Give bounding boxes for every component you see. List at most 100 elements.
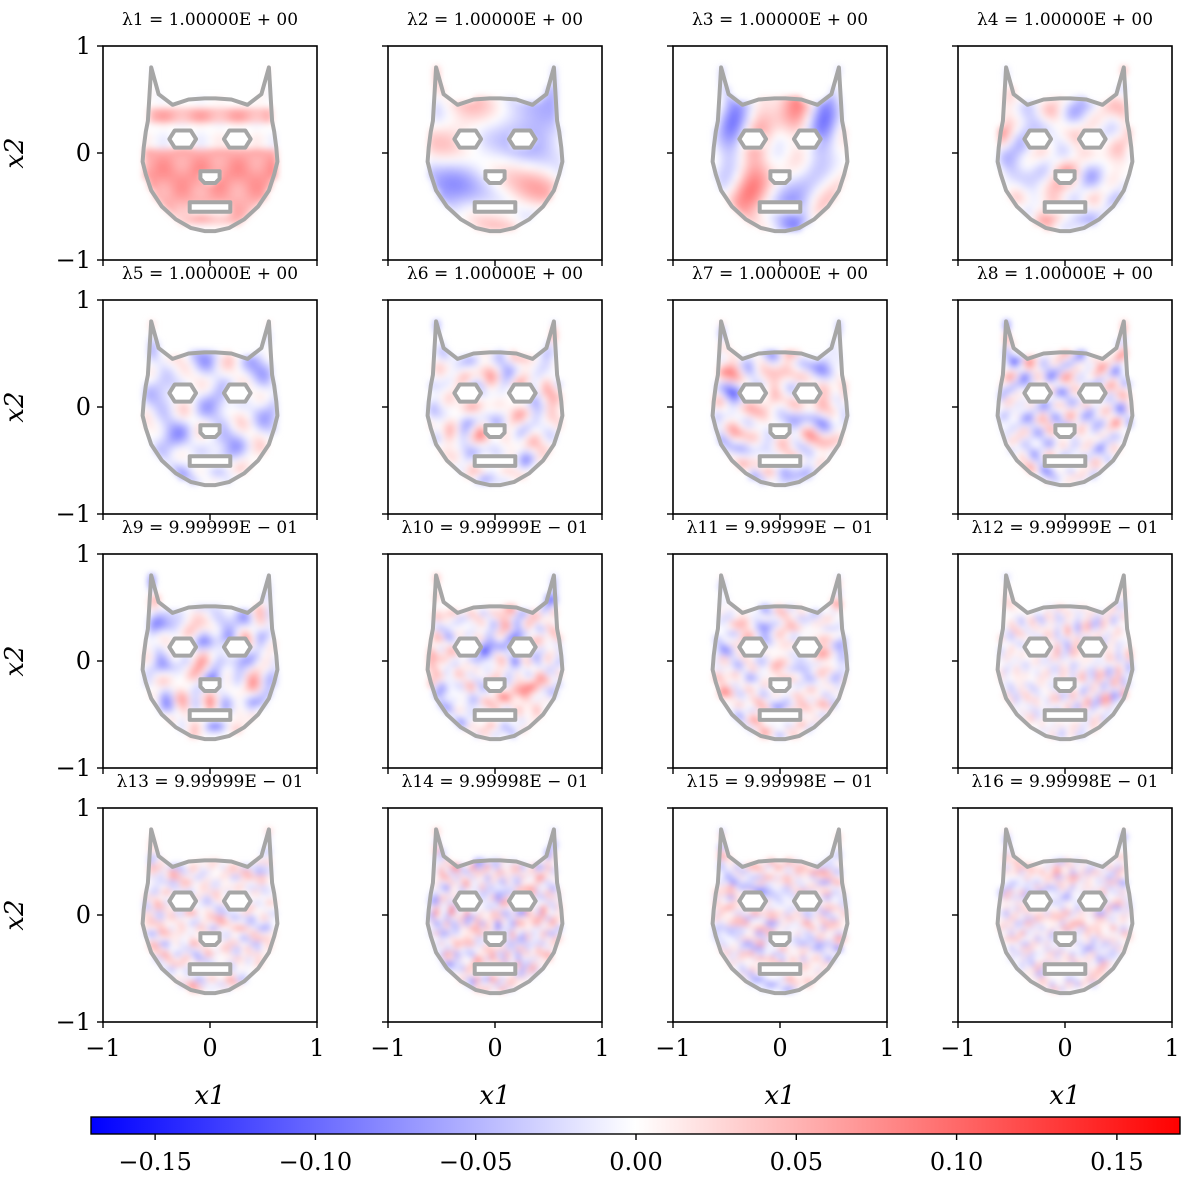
panel-7: λ7 = 1.00000E + 00 [667, 264, 888, 520]
panel-title: λ7 = 1.00000E + 00 [692, 264, 868, 284]
x-tick-label: 0 [1057, 1034, 1072, 1062]
y-tick-label: −1 [56, 1008, 91, 1036]
colorbar: −0.15 −0.10 −0.05 0.00 0.05 0.10 0.15 [90, 1116, 1181, 1176]
mouth-outline [187, 708, 233, 722]
mouth-outline [1042, 708, 1088, 722]
colorbar-gradient [90, 1116, 1181, 1135]
panel-title: λ8 = 1.00000E + 00 [977, 264, 1153, 284]
left-eye-outline [1022, 382, 1054, 404]
face-outline [710, 319, 850, 488]
mouth-outline [757, 454, 803, 468]
colorbar-tick-label: 0.00 [609, 1148, 662, 1176]
face-outline [140, 827, 280, 996]
panel-1: λ1 = 1.00000E + 00 1 0 −1 x2 [0, 10, 318, 274]
left-eye-outline [737, 636, 769, 658]
nose-outline [483, 169, 507, 185]
panel-12: λ12 = 9.99999E − 01 [952, 518, 1173, 774]
x-tick-label: 1 [309, 1034, 324, 1062]
y-tick-label: 1 [76, 540, 91, 568]
y-axis-label: x2 [0, 137, 30, 168]
panel-3: λ3 = 1.00000E + 00 [667, 10, 888, 266]
right-eye-outline [221, 890, 253, 912]
panel-9: λ9 = 9.99999E − 01 1 0 −1 x2 [0, 518, 318, 782]
mouth-outline [1042, 454, 1088, 468]
x-tick-label: 0 [772, 1034, 787, 1062]
heatmap-field [713, 320, 847, 485]
mouth-outline [472, 708, 518, 722]
nose-outline [768, 677, 792, 693]
panel-14: λ14 = 9.99998E − 01 −1 0 1 x1 [370, 772, 609, 1111]
mouth-outline [472, 962, 518, 976]
face-outline [995, 573, 1135, 742]
face-outline [710, 827, 850, 996]
right-eye-outline [1076, 382, 1108, 404]
right-eye-outline [221, 636, 253, 658]
x-tick-label: 1 [594, 1034, 609, 1062]
panel-11: λ11 = 9.99999E − 01 [667, 518, 888, 774]
face-outline [425, 573, 565, 742]
panel-13: λ13 = 9.99999E − 01 1 0 −1−1 0 1 x2 x1 [0, 772, 325, 1111]
mouth-outline [187, 454, 233, 468]
face-outline [425, 65, 565, 234]
nose-outline [768, 931, 792, 947]
mouth-outline [1042, 200, 1088, 214]
panel-10: λ10 = 9.99999E − 01 [382, 518, 603, 774]
y-tick-label: 1 [76, 794, 91, 822]
face-outline [710, 65, 850, 234]
right-eye-outline [1076, 636, 1108, 658]
x-tick-label: −1 [655, 1034, 690, 1062]
left-eye-outline [1022, 128, 1054, 150]
left-eye-outline [452, 128, 484, 150]
y-tick-label: 0 [76, 647, 91, 675]
y-tick-label: 0 [76, 393, 91, 421]
right-eye-outline [506, 128, 538, 150]
colorbar-tick-label: 0.15 [1090, 1148, 1143, 1176]
face-outline [425, 319, 565, 488]
mouth-outline [1042, 962, 1088, 976]
panel-title: λ2 = 1.00000E + 00 [407, 10, 583, 30]
x-tick-label: −1 [85, 1034, 120, 1062]
mouth-outline [187, 962, 233, 976]
right-eye-outline [791, 636, 823, 658]
y-tick-label: 0 [76, 139, 91, 167]
left-eye-outline [737, 382, 769, 404]
face-outline [995, 65, 1135, 234]
right-eye-outline [506, 636, 538, 658]
nose-outline [768, 169, 792, 185]
left-eye-outline [167, 128, 199, 150]
x-tick-label: −1 [370, 1034, 405, 1062]
x-axis-label: x1 [764, 1081, 795, 1111]
panel-title: λ10 = 9.99999E − 01 [402, 518, 589, 538]
x-tick-label: 1 [879, 1034, 894, 1062]
panel-title: λ13 = 9.99999E − 01 [117, 772, 304, 792]
nose-outline [483, 677, 507, 693]
right-eye-outline [791, 128, 823, 150]
panel-8: λ8 = 1.00000E + 00 [952, 264, 1173, 520]
panel-15: λ15 = 9.99998E − 01 −1 0 1 x1 [655, 772, 894, 1111]
nose-outline [483, 423, 507, 439]
x-tick-label: 1 [1164, 1034, 1179, 1062]
y-axis-label: x2 [0, 391, 30, 422]
left-eye-outline [452, 636, 484, 658]
heatmap-field [713, 66, 847, 231]
nose-outline [1053, 423, 1077, 439]
mouth-outline [757, 200, 803, 214]
panel-2: λ2 = 1.00000E + 00 [382, 10, 603, 266]
left-eye-outline [1022, 890, 1054, 912]
nose-outline [198, 423, 222, 439]
face-outline [995, 827, 1135, 996]
left-eye-outline [737, 890, 769, 912]
nose-outline [198, 677, 222, 693]
panel-5: λ5 = 1.00000E + 00 1 0 −1 x2 [0, 264, 318, 528]
heatmap-field [998, 828, 1132, 993]
left-eye-outline [167, 890, 199, 912]
colorbar-tick-label: 0.10 [930, 1148, 983, 1176]
x-tick-label: 0 [202, 1034, 217, 1062]
face-outline [710, 573, 850, 742]
panel-title: λ14 = 9.99998E − 01 [402, 772, 589, 792]
nose-outline [1053, 169, 1077, 185]
mouth-outline [757, 708, 803, 722]
panels-grid: λ1 = 1.00000E + 00 1 0 −1 x2 λ2 = 1.00000E + … [0, 10, 1180, 1111]
panel-title: λ11 = 9.99999E − 01 [687, 518, 874, 538]
